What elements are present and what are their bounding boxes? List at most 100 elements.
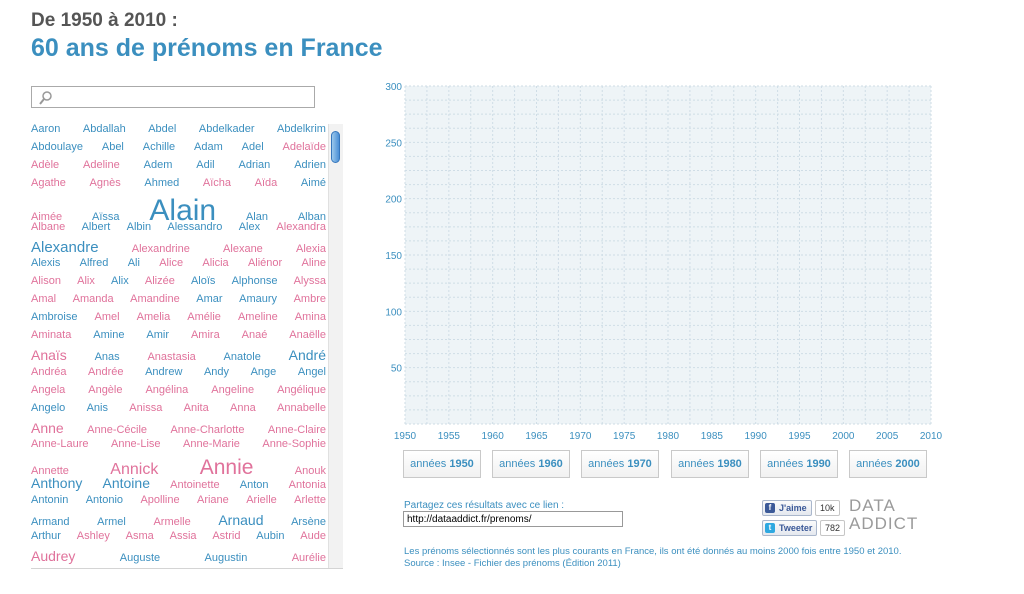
name-item[interactable]: Amina [294, 311, 326, 323]
name-item[interactable]: Aliénor [247, 257, 283, 269]
cloud-scrollbar[interactable] [328, 124, 343, 568]
name-item[interactable]: Aline [301, 257, 326, 269]
tweet-button[interactable]: t Tweeter [762, 520, 818, 536]
name-item[interactable]: Abdelkader [198, 124, 255, 135]
name-item[interactable]: Achille [142, 141, 176, 153]
name-item[interactable]: Aude [300, 530, 326, 542]
name-item[interactable]: Angèle [88, 384, 123, 396]
share-url-field[interactable] [403, 511, 623, 527]
name-item[interactable]: Albin [126, 221, 152, 233]
name-item[interactable]: Apolline [140, 494, 180, 506]
name-item[interactable]: Augustin [204, 552, 248, 564]
name-item[interactable]: Abdallah [82, 124, 126, 135]
name-item[interactable]: Antonia [288, 479, 326, 491]
name-item[interactable]: Albane [31, 221, 66, 233]
name-item[interactable]: Albert [81, 221, 111, 233]
name-item[interactable]: Alizée [144, 275, 175, 287]
name-item[interactable]: Anas [94, 351, 120, 363]
name-item[interactable]: Anne-Laure [31, 438, 89, 450]
decade-button-1970[interactable]: années 1970 [581, 450, 659, 478]
name-item[interactable]: Ameline [237, 311, 278, 323]
name-item[interactable]: Angélique [277, 384, 326, 396]
name-item[interactable]: Angel [297, 366, 326, 378]
name-item[interactable]: Anaëlle [289, 329, 326, 341]
name-item[interactable]: Amine [93, 329, 125, 341]
name-item[interactable]: Alban [297, 211, 326, 223]
name-item[interactable]: Anne-Charlotte [170, 424, 245, 436]
name-item[interactable]: Andréa [31, 366, 67, 378]
name-item[interactable]: Anne-Lise [110, 438, 161, 450]
name-item[interactable]: Abdel [148, 124, 177, 135]
decade-button-1980[interactable]: années 1980 [671, 450, 749, 478]
name-item[interactable]: Anita [183, 402, 209, 414]
name-item[interactable]: Aurélie [291, 552, 326, 564]
name-item[interactable]: Anna [230, 402, 256, 414]
name-item[interactable]: Andrew [145, 366, 183, 378]
name-item[interactable]: Angelo [31, 402, 66, 414]
scrollbar-thumb[interactable] [331, 131, 340, 163]
name-item[interactable]: Alex [238, 221, 261, 233]
name-item[interactable]: Abel [101, 141, 124, 153]
name-item[interactable]: Abdoulaye [31, 141, 83, 153]
name-item[interactable]: Alphonse [231, 275, 278, 287]
name-item[interactable]: Anne-Marie [183, 438, 240, 450]
name-item[interactable]: Aaron [31, 124, 61, 135]
name-item[interactable]: Aïda [254, 177, 278, 189]
name-item[interactable]: Anissa [129, 402, 163, 414]
name-item[interactable]: Amira [190, 329, 220, 341]
name-item[interactable]: Angeline [211, 384, 255, 396]
name-item[interactable]: Andrée [88, 366, 124, 378]
name-item[interactable]: Anouk [294, 465, 326, 477]
search-input[interactable] [56, 89, 310, 107]
name-item[interactable]: Ange [250, 366, 277, 378]
name-item[interactable]: Alain [149, 194, 217, 227]
name-item[interactable]: Amelia [136, 311, 171, 323]
name-item[interactable]: Abdelkrim [277, 124, 326, 135]
facebook-like-button[interactable]: f J'aime [762, 500, 812, 516]
name-item[interactable]: Anaïs [31, 347, 67, 363]
name-item[interactable]: Alexandre [31, 239, 99, 256]
name-item[interactable]: Ali [127, 257, 140, 269]
name-item[interactable]: Alicia [202, 257, 229, 269]
name-item[interactable]: Anastasia [147, 351, 196, 363]
name-item[interactable]: Alexia [296, 243, 326, 255]
name-item[interactable]: Agathe [31, 177, 66, 189]
decade-button-2000[interactable]: années 2000 [849, 450, 927, 478]
name-item[interactable]: Anton [239, 479, 269, 491]
name-item[interactable]: Auguste [119, 552, 161, 564]
name-item[interactable]: Agnès [89, 177, 121, 189]
name-item[interactable]: Alix [77, 275, 95, 287]
name-item[interactable]: Ashley [76, 530, 110, 542]
name-item[interactable]: Arnaud [218, 512, 264, 528]
name-item[interactable]: Amir [146, 329, 170, 341]
name-item[interactable]: Adrien [294, 159, 326, 171]
name-item[interactable]: Adil [196, 159, 215, 171]
decade-button-1990[interactable]: années 1990 [760, 450, 838, 478]
name-item[interactable]: Ariane [196, 494, 229, 506]
name-item[interactable]: Adam [194, 141, 223, 153]
name-item[interactable]: Arthur [31, 530, 61, 542]
name-item[interactable]: Adem [143, 159, 173, 171]
name-item[interactable]: Aïcha [202, 177, 231, 189]
name-item[interactable]: Anne-Sophie [262, 438, 326, 450]
name-item[interactable]: Alessandro [167, 221, 223, 233]
name-item[interactable]: Ambroise [31, 311, 78, 323]
name-item[interactable]: Arielle [246, 494, 277, 506]
name-item[interactable]: Alyssa [293, 275, 326, 287]
name-item[interactable]: Amélie [187, 311, 221, 323]
name-item[interactable]: Adel [241, 141, 264, 153]
name-item[interactable]: Adrian [238, 159, 271, 171]
name-item[interactable]: Alexane [223, 243, 263, 255]
name-item[interactable]: Astrid [212, 530, 241, 542]
name-item[interactable]: Aloïs [190, 275, 216, 287]
name-item[interactable]: Anis [86, 402, 108, 414]
name-item[interactable]: Alix [110, 275, 129, 287]
name-item[interactable]: Amar [196, 293, 223, 305]
decade-button-1960[interactable]: années 1960 [492, 450, 570, 478]
name-item[interactable]: Aimée [31, 211, 63, 223]
name-item[interactable]: Antonin [31, 494, 69, 506]
name-item[interactable]: Aïssa [92, 211, 120, 223]
name-item[interactable]: Assia [169, 530, 197, 542]
name-item[interactable]: Adèle [31, 159, 60, 171]
name-item[interactable]: Asma [125, 530, 154, 542]
